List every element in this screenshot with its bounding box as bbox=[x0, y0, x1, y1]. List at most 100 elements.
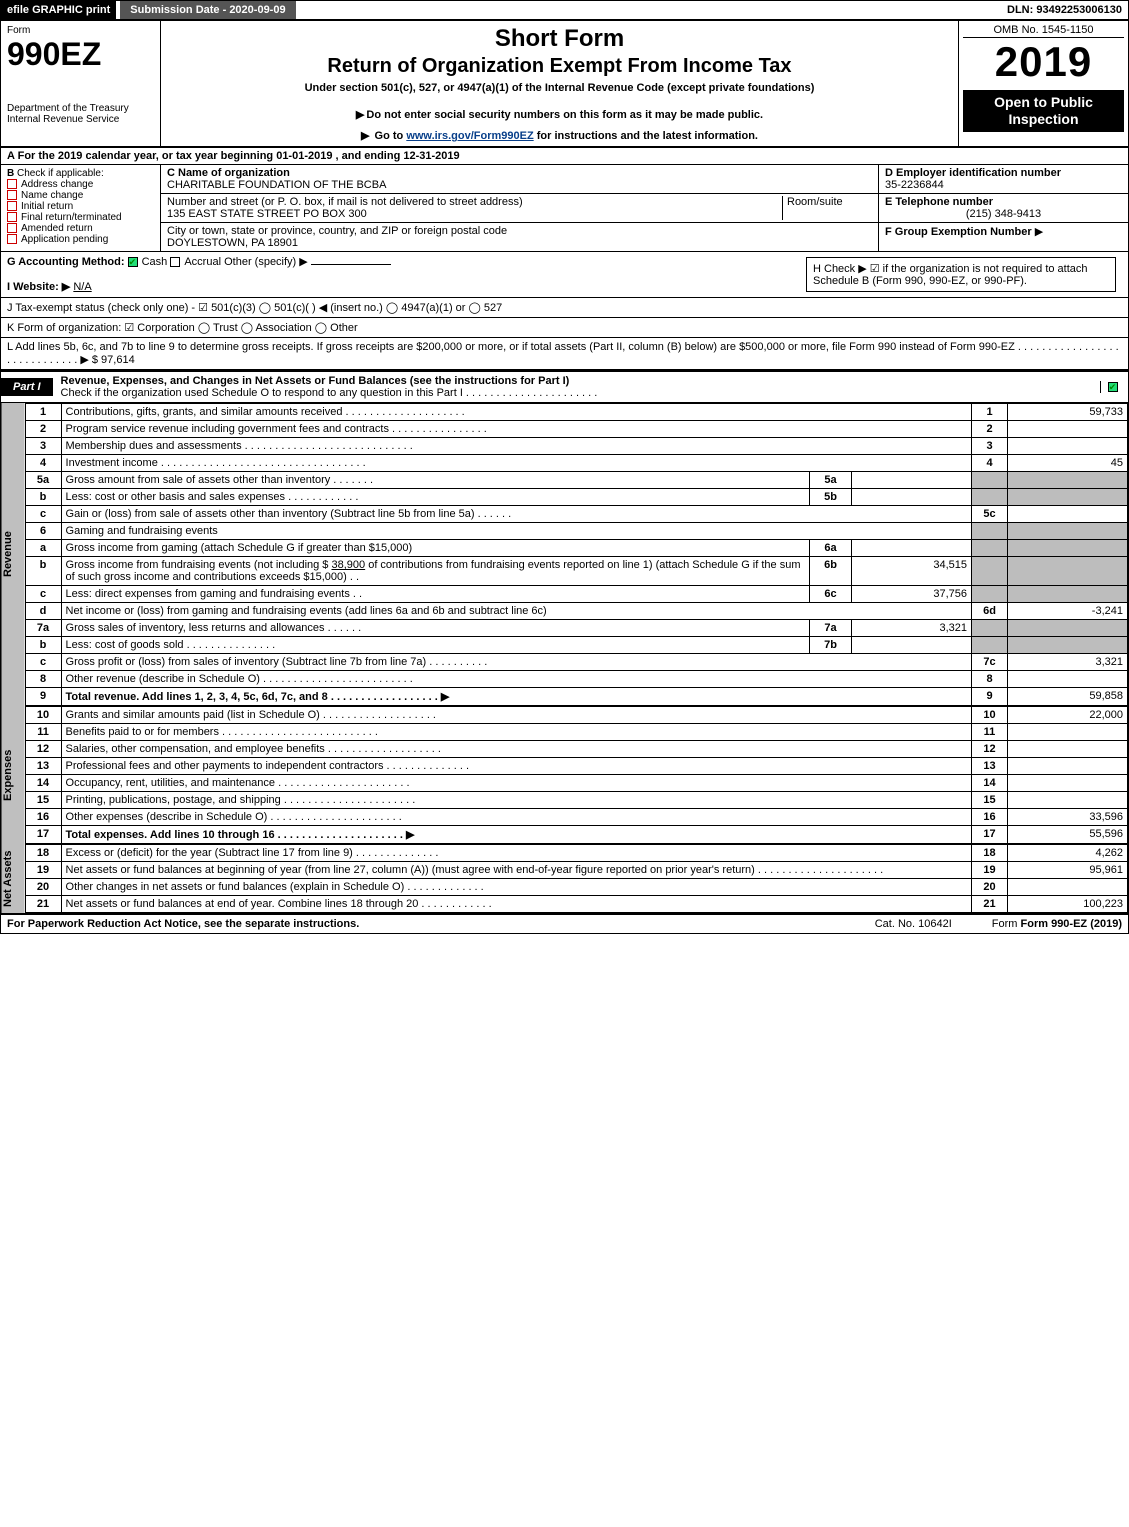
note-goto: Go to www.irs.gov/Form990EZ for instruct… bbox=[167, 129, 952, 142]
table-row: 18Excess or (deficit) for the year (Subt… bbox=[25, 845, 1127, 862]
subline-val bbox=[852, 637, 972, 654]
box-d: D Employer identification number 35-2236… bbox=[879, 165, 1128, 194]
topbar: efile GRAPHIC print Submission Date - 20… bbox=[1, 1, 1128, 21]
table-row: 2Program service revenue including gover… bbox=[25, 421, 1127, 438]
table-row: 19Net assets or fund balances at beginni… bbox=[25, 862, 1127, 879]
line-desc: Excess or (deficit) for the year (Subtra… bbox=[61, 845, 971, 862]
subline-val: 37,756 bbox=[852, 586, 972, 603]
table-row: 12Salaries, other compensation, and empl… bbox=[25, 741, 1127, 758]
website-val: N/A bbox=[73, 281, 91, 293]
line-desc: Investment income . . . . . . . . . . . … bbox=[61, 455, 971, 472]
irs-link[interactable]: www.irs.gov/Form990EZ bbox=[406, 130, 533, 142]
table-row: 1Contributions, gifts, grants, and simil… bbox=[25, 404, 1127, 421]
header-center: Short Form Return of Organization Exempt… bbox=[161, 21, 958, 146]
line-amt: 45 bbox=[1008, 455, 1128, 472]
line-desc: Printing, publications, postage, and shi… bbox=[61, 792, 971, 809]
omb: OMB No. 1545-1150 bbox=[963, 23, 1124, 38]
ck-application-pending[interactable] bbox=[7, 234, 17, 244]
part1-endcheck[interactable] bbox=[1100, 381, 1128, 393]
line-desc: Gross amount from sale of assets other t… bbox=[61, 472, 809, 489]
line-num: 20 bbox=[972, 879, 1008, 896]
footer-cat: Cat. No. 10642I bbox=[875, 918, 952, 930]
header-left: Form 990EZ Department of the Treasury In… bbox=[1, 21, 161, 146]
subline-val bbox=[852, 540, 972, 557]
subline-val bbox=[852, 472, 972, 489]
footer-right: Form Form 990-EZ (2019) bbox=[992, 918, 1122, 930]
line-num: 15 bbox=[972, 792, 1008, 809]
ck-address-change[interactable] bbox=[7, 179, 17, 189]
efile-print-button[interactable]: efile GRAPHIC print bbox=[1, 1, 116, 19]
line-desc: Less: cost or other basis and sales expe… bbox=[61, 489, 809, 506]
ein-label: D Employer identification number bbox=[885, 167, 1061, 179]
line-desc: Total revenue. Add lines 1, 2, 3, 4, 5c,… bbox=[61, 688, 971, 706]
line-num: 13 bbox=[972, 758, 1008, 775]
subline-label: 6c bbox=[810, 586, 852, 603]
line-amt: -3,241 bbox=[1008, 603, 1128, 620]
line-desc: Less: cost of goods sold . . . . . . . .… bbox=[61, 637, 809, 654]
table-row: 8Other revenue (describe in Schedule O) … bbox=[25, 671, 1127, 688]
line-desc: Other expenses (describe in Schedule O) … bbox=[61, 809, 971, 826]
box-b: B Check if applicable: Address change Na… bbox=[1, 165, 161, 251]
line-desc: Gross income from gaming (attach Schedul… bbox=[61, 540, 809, 557]
part1-header: Part I Revenue, Expenses, and Changes in… bbox=[1, 370, 1128, 403]
table-row: 17Total expenses. Add lines 10 through 1… bbox=[25, 826, 1127, 844]
subline-val bbox=[852, 489, 972, 506]
period-text: For the 2019 calendar year, or tax year … bbox=[18, 150, 460, 162]
addr: 135 EAST STATE STREET PO BOX 300 bbox=[167, 208, 367, 220]
line-num: 7c bbox=[972, 654, 1008, 671]
subline-label: 6b bbox=[810, 557, 852, 586]
org-name-block: C Name of organization CHARITABLE FOUNDA… bbox=[161, 165, 878, 194]
line-num: 2 bbox=[972, 421, 1008, 438]
line-num: 14 bbox=[972, 775, 1008, 792]
line-num: 6d bbox=[972, 603, 1008, 620]
box-b-label: Check if applicable: bbox=[17, 168, 104, 179]
line-amt: 59,858 bbox=[1008, 688, 1128, 706]
g-accrual: Accrual bbox=[184, 256, 221, 268]
line-g-h: H Check ▶ ☑ if the organization is not r… bbox=[1, 252, 1128, 298]
line-desc: Gain or (loss) from sale of assets other… bbox=[61, 506, 971, 523]
table-row: 16Other expenses (describe in Schedule O… bbox=[25, 809, 1127, 826]
box-d-e-f: D Employer identification number 35-2236… bbox=[878, 165, 1128, 251]
line-num: 10 bbox=[972, 707, 1008, 724]
line-desc: Net income or (loss) from gaming and fun… bbox=[61, 603, 971, 620]
table-row: 4Investment income . . . . . . . . . . .… bbox=[25, 455, 1127, 472]
line-amt: 59,733 bbox=[1008, 404, 1128, 421]
table-row: 21Net assets or fund balances at end of … bbox=[25, 896, 1127, 913]
ck-final-return[interactable] bbox=[7, 212, 17, 222]
line-num: 5c bbox=[972, 506, 1008, 523]
part1-tag: Part I bbox=[1, 378, 53, 396]
table-row: 11Benefits paid to or for members . . . … bbox=[25, 724, 1127, 741]
form-page: efile GRAPHIC print Submission Date - 20… bbox=[0, 0, 1129, 934]
line-l: L Add lines 5b, 6c, and 7b to line 9 to … bbox=[1, 338, 1128, 370]
ck-lbl: Final return/terminated bbox=[21, 212, 122, 223]
ck-lbl: Application pending bbox=[21, 234, 108, 245]
room-suite: Room/suite bbox=[782, 196, 872, 220]
g-other-blank[interactable] bbox=[311, 264, 391, 265]
netassets-sidelabel: Net Assets bbox=[1, 844, 25, 913]
ck-initial-return[interactable] bbox=[7, 201, 17, 211]
netassets-section: Net Assets 18Excess or (deficit) for the… bbox=[1, 844, 1128, 913]
addr-block: Number and street (or P. O. box, if mail… bbox=[161, 194, 878, 223]
title-return: Return of Organization Exempt From Incom… bbox=[167, 55, 952, 78]
entity-block: B Check if applicable: Address change Na… bbox=[1, 165, 1128, 252]
city: DOYLESTOWN, PA 18901 bbox=[167, 237, 298, 249]
title-shortform: Short Form bbox=[167, 25, 952, 53]
line-amt: 95,961 bbox=[1008, 862, 1128, 879]
line-desc: Contributions, gifts, grants, and simila… bbox=[61, 404, 971, 421]
line-amt bbox=[1008, 506, 1128, 523]
goto-post: for instructions and the latest informat… bbox=[537, 130, 758, 142]
city-block: City or town, state or province, country… bbox=[161, 223, 878, 251]
line-num: 12 bbox=[972, 741, 1008, 758]
table-row: 20Other changes in net assets or fund ba… bbox=[25, 879, 1127, 896]
city-label: City or town, state or province, country… bbox=[167, 225, 507, 237]
ck-accrual[interactable] bbox=[170, 257, 180, 267]
ck-cash[interactable] bbox=[128, 257, 138, 267]
tax-year: 2019 bbox=[963, 38, 1124, 86]
subline-val: 3,321 bbox=[852, 620, 972, 637]
note-ssn: Do not enter social security numbers on … bbox=[167, 108, 952, 121]
ck-amended-return[interactable] bbox=[7, 223, 17, 233]
subline-label: 6a bbox=[810, 540, 852, 557]
ck-name-change[interactable] bbox=[7, 190, 17, 200]
line-amt bbox=[1008, 438, 1128, 455]
line-amt bbox=[1008, 758, 1128, 775]
